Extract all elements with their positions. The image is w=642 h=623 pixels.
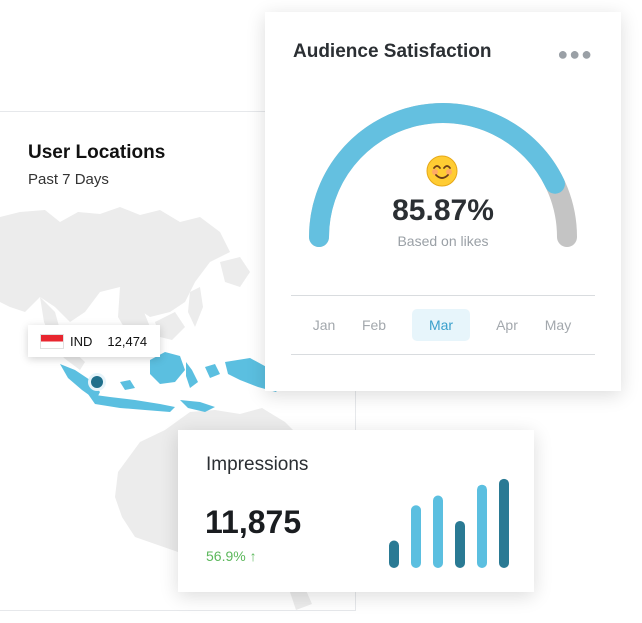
impressions-bar-chart	[389, 478, 509, 568]
month-tab-mar[interactable]: Mar	[412, 309, 470, 341]
card-title: Impressions	[206, 454, 309, 475]
card-title: Audience Satisfaction	[293, 41, 492, 62]
month-tab-jan[interactable]: Jan	[312, 317, 336, 333]
impressions-bar	[499, 478, 509, 568]
tooltip-value: 12,474	[107, 333, 148, 349]
month-selector: Jan Feb Mar Apr May	[291, 295, 595, 355]
impressions-bar	[433, 495, 443, 568]
month-tab-apr[interactable]: Apr	[496, 317, 518, 333]
satisfaction-gauge	[309, 103, 577, 247]
location-tooltip: IND 12,474	[28, 325, 160, 357]
tooltip-country: IND	[70, 333, 93, 349]
impressions-bar	[411, 505, 421, 568]
impressions-value: 11,875	[205, 504, 302, 540]
month-tab-may[interactable]: May	[544, 317, 572, 333]
more-horizontal-icon[interactable]: ●●●	[557, 44, 593, 64]
satisfaction-caption: Based on likes	[397, 233, 489, 249]
gauge-fill	[309, 103, 565, 247]
audience-satisfaction-card: Audience Satisfaction ●●● 85.87% Based o…	[265, 12, 621, 391]
impressions-bar	[455, 520, 465, 568]
impressions-bar	[477, 484, 487, 568]
location-marker[interactable]	[91, 376, 103, 388]
impressions-change: 56.9% ↑	[206, 548, 257, 564]
impressions-card: Impressions 11,875 56.9% ↑	[178, 430, 534, 592]
card-title: User Locations	[28, 142, 166, 163]
card-subtitle: Past 7 Days	[28, 171, 109, 188]
month-tab-feb[interactable]: Feb	[361, 317, 387, 333]
satisfaction-value: 85.87%	[392, 194, 494, 227]
smiling-face-icon	[426, 155, 458, 187]
impressions-bar	[389, 540, 399, 568]
indonesia-flag-icon	[40, 333, 64, 349]
